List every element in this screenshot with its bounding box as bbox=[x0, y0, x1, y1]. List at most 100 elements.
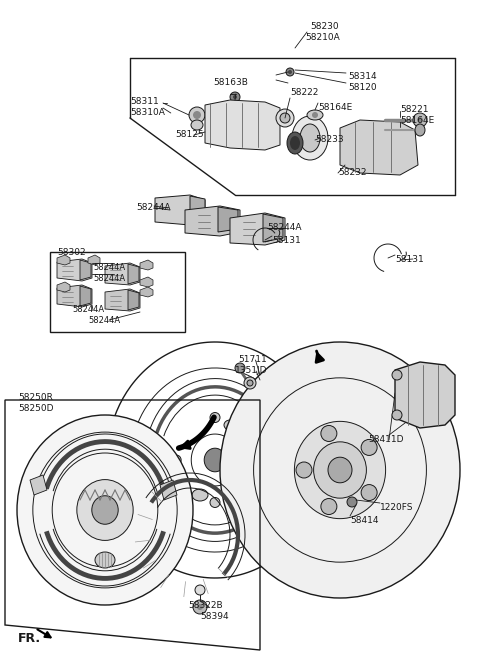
Polygon shape bbox=[57, 259, 92, 281]
Text: 1220FS: 1220FS bbox=[380, 503, 413, 512]
Ellipse shape bbox=[280, 113, 290, 123]
Ellipse shape bbox=[361, 485, 377, 501]
Text: 58230: 58230 bbox=[310, 22, 338, 31]
Polygon shape bbox=[190, 196, 205, 220]
Polygon shape bbox=[57, 282, 70, 292]
Text: 58164E: 58164E bbox=[400, 116, 434, 125]
Text: 58314: 58314 bbox=[348, 72, 377, 81]
Ellipse shape bbox=[294, 422, 385, 519]
Text: 58125: 58125 bbox=[175, 130, 204, 139]
Ellipse shape bbox=[415, 124, 425, 136]
Text: 51711: 51711 bbox=[238, 355, 267, 364]
Polygon shape bbox=[128, 290, 139, 310]
Ellipse shape bbox=[210, 497, 220, 507]
Polygon shape bbox=[160, 480, 177, 500]
Ellipse shape bbox=[193, 111, 201, 119]
Text: 58222: 58222 bbox=[290, 88, 318, 97]
Text: 58244A: 58244A bbox=[93, 263, 125, 272]
Text: 58232: 58232 bbox=[338, 168, 367, 177]
Ellipse shape bbox=[361, 440, 377, 456]
Ellipse shape bbox=[300, 124, 320, 152]
Text: 1351JD: 1351JD bbox=[235, 366, 267, 375]
Polygon shape bbox=[263, 214, 283, 242]
Polygon shape bbox=[140, 287, 153, 297]
Text: 58244A: 58244A bbox=[88, 316, 120, 325]
Ellipse shape bbox=[95, 552, 115, 568]
Ellipse shape bbox=[392, 410, 402, 420]
Text: 58244A: 58244A bbox=[72, 305, 104, 314]
Ellipse shape bbox=[92, 495, 118, 524]
Polygon shape bbox=[155, 195, 205, 225]
Polygon shape bbox=[395, 362, 455, 428]
Text: 58411D: 58411D bbox=[368, 435, 404, 444]
Text: 58131: 58131 bbox=[395, 255, 424, 264]
Polygon shape bbox=[185, 206, 240, 236]
Ellipse shape bbox=[276, 109, 294, 127]
Polygon shape bbox=[88, 255, 100, 265]
Ellipse shape bbox=[189, 107, 205, 123]
Text: 58210A: 58210A bbox=[305, 33, 340, 42]
Polygon shape bbox=[230, 213, 285, 245]
Polygon shape bbox=[80, 260, 91, 280]
Ellipse shape bbox=[244, 377, 256, 389]
Polygon shape bbox=[80, 286, 91, 306]
Ellipse shape bbox=[77, 479, 133, 541]
Ellipse shape bbox=[290, 136, 300, 150]
Polygon shape bbox=[140, 260, 153, 270]
Bar bbox=[50, 252, 185, 332]
Text: 58244A: 58244A bbox=[136, 203, 170, 212]
Ellipse shape bbox=[313, 442, 366, 498]
Text: 58250D: 58250D bbox=[18, 404, 53, 413]
Polygon shape bbox=[128, 264, 139, 284]
Polygon shape bbox=[340, 120, 418, 175]
Text: 58120: 58120 bbox=[348, 83, 377, 92]
Polygon shape bbox=[105, 289, 140, 311]
Ellipse shape bbox=[210, 412, 220, 422]
Ellipse shape bbox=[321, 499, 337, 515]
Ellipse shape bbox=[287, 132, 303, 154]
Text: 58311: 58311 bbox=[130, 97, 159, 106]
Ellipse shape bbox=[249, 455, 259, 465]
Ellipse shape bbox=[235, 363, 245, 373]
Polygon shape bbox=[218, 207, 238, 232]
Ellipse shape bbox=[312, 112, 318, 118]
Ellipse shape bbox=[328, 458, 352, 483]
Ellipse shape bbox=[392, 370, 402, 380]
Ellipse shape bbox=[191, 120, 203, 130]
Text: 58322B: 58322B bbox=[188, 601, 223, 610]
Ellipse shape bbox=[220, 342, 460, 598]
Ellipse shape bbox=[292, 116, 328, 160]
Ellipse shape bbox=[321, 426, 337, 442]
Text: 58164E: 58164E bbox=[318, 103, 352, 112]
Ellipse shape bbox=[192, 489, 208, 501]
Ellipse shape bbox=[347, 497, 357, 507]
Polygon shape bbox=[205, 100, 280, 150]
Ellipse shape bbox=[195, 585, 205, 595]
Text: 58394: 58394 bbox=[200, 612, 228, 621]
Text: 58414: 58414 bbox=[350, 516, 379, 525]
Ellipse shape bbox=[233, 95, 237, 99]
Text: 58250R: 58250R bbox=[18, 393, 53, 402]
Polygon shape bbox=[105, 263, 140, 285]
Text: 58131: 58131 bbox=[272, 236, 301, 245]
Text: 58233: 58233 bbox=[315, 135, 344, 144]
Text: 58221: 58221 bbox=[400, 105, 429, 114]
Text: 58244A: 58244A bbox=[93, 274, 125, 283]
Polygon shape bbox=[30, 475, 47, 495]
Ellipse shape bbox=[296, 462, 312, 478]
Ellipse shape bbox=[17, 415, 193, 605]
Ellipse shape bbox=[193, 600, 207, 614]
Text: 58244A: 58244A bbox=[267, 223, 301, 232]
Ellipse shape bbox=[171, 455, 181, 465]
Text: 58310A: 58310A bbox=[130, 108, 165, 117]
Ellipse shape bbox=[288, 70, 292, 74]
Polygon shape bbox=[57, 285, 92, 307]
Ellipse shape bbox=[204, 448, 226, 471]
Ellipse shape bbox=[286, 68, 294, 76]
Ellipse shape bbox=[413, 113, 427, 127]
Text: 58163B: 58163B bbox=[213, 78, 248, 87]
Ellipse shape bbox=[197, 604, 203, 610]
Ellipse shape bbox=[307, 110, 323, 120]
Ellipse shape bbox=[417, 117, 423, 123]
Ellipse shape bbox=[224, 420, 236, 430]
